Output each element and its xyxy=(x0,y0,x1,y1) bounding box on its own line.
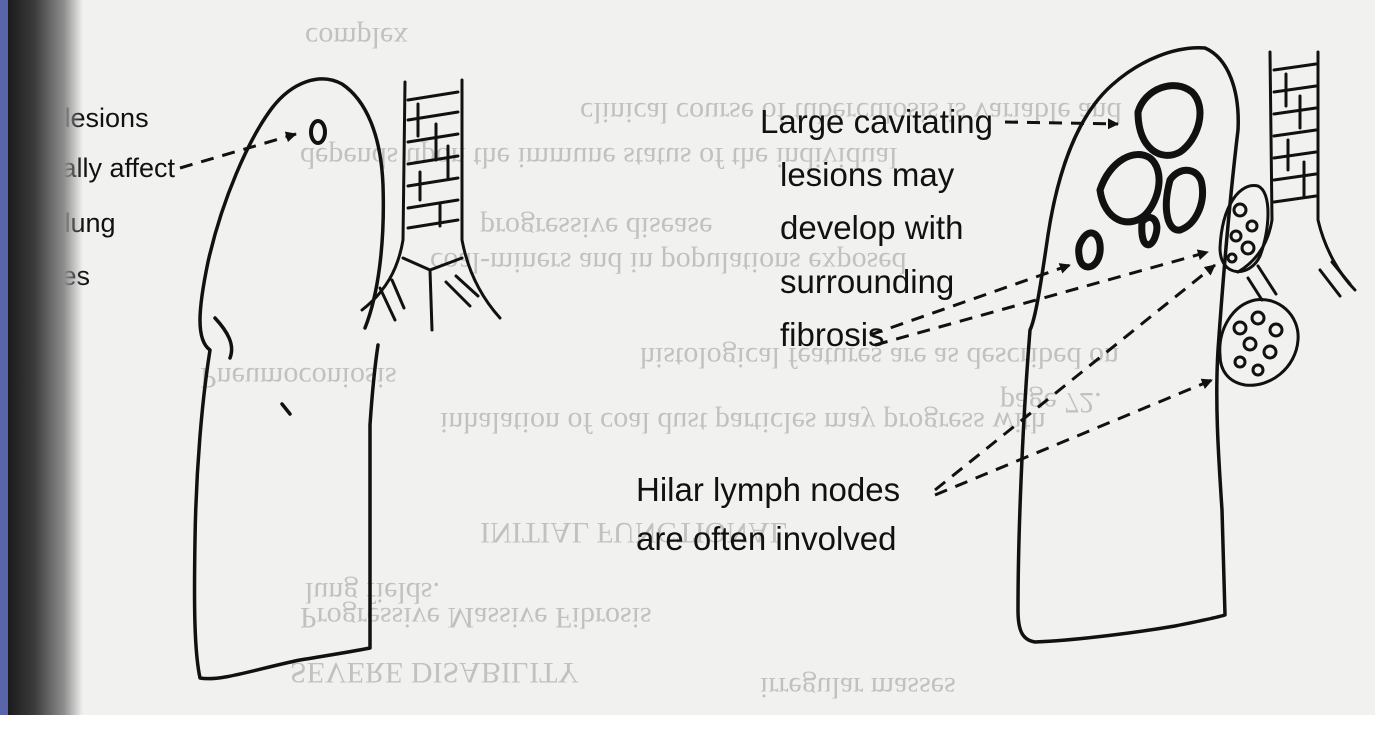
cavity-label-line: develop with xyxy=(780,209,964,246)
arrow-hilar-node-lower xyxy=(934,378,1213,497)
cavity-label-line: Large cavitating xyxy=(760,103,993,140)
arrow-fibrosis-cavity xyxy=(869,263,1071,337)
right-lung-outline xyxy=(1016,46,1240,644)
left-lung-outline xyxy=(192,77,386,681)
cavity-label-line: lesions may xyxy=(780,156,955,193)
apical-lesion-marker xyxy=(309,119,327,145)
book-binding-edge xyxy=(0,0,8,735)
hilar-label-line: Hilar lymph nodes xyxy=(636,471,901,508)
cavity-label-line: surrounding xyxy=(780,263,955,300)
gutter-shadow xyxy=(8,0,83,735)
pointer-arrows xyxy=(179,118,1216,497)
left-trachea xyxy=(360,78,502,332)
hilar-lymph-nodes xyxy=(1218,184,1300,387)
cavity-label-line: fibrosis xyxy=(780,316,885,353)
arrow-apical-lesion xyxy=(179,131,297,170)
arrow-hilar-node-upper xyxy=(934,263,1216,492)
arrow-large-cavity xyxy=(1004,118,1119,130)
arrow-fibrosis-node xyxy=(874,249,1209,347)
hilar-label-line: are often involved xyxy=(636,520,897,557)
bottom-margin xyxy=(0,715,1375,735)
cavity-lesions xyxy=(1075,82,1207,271)
